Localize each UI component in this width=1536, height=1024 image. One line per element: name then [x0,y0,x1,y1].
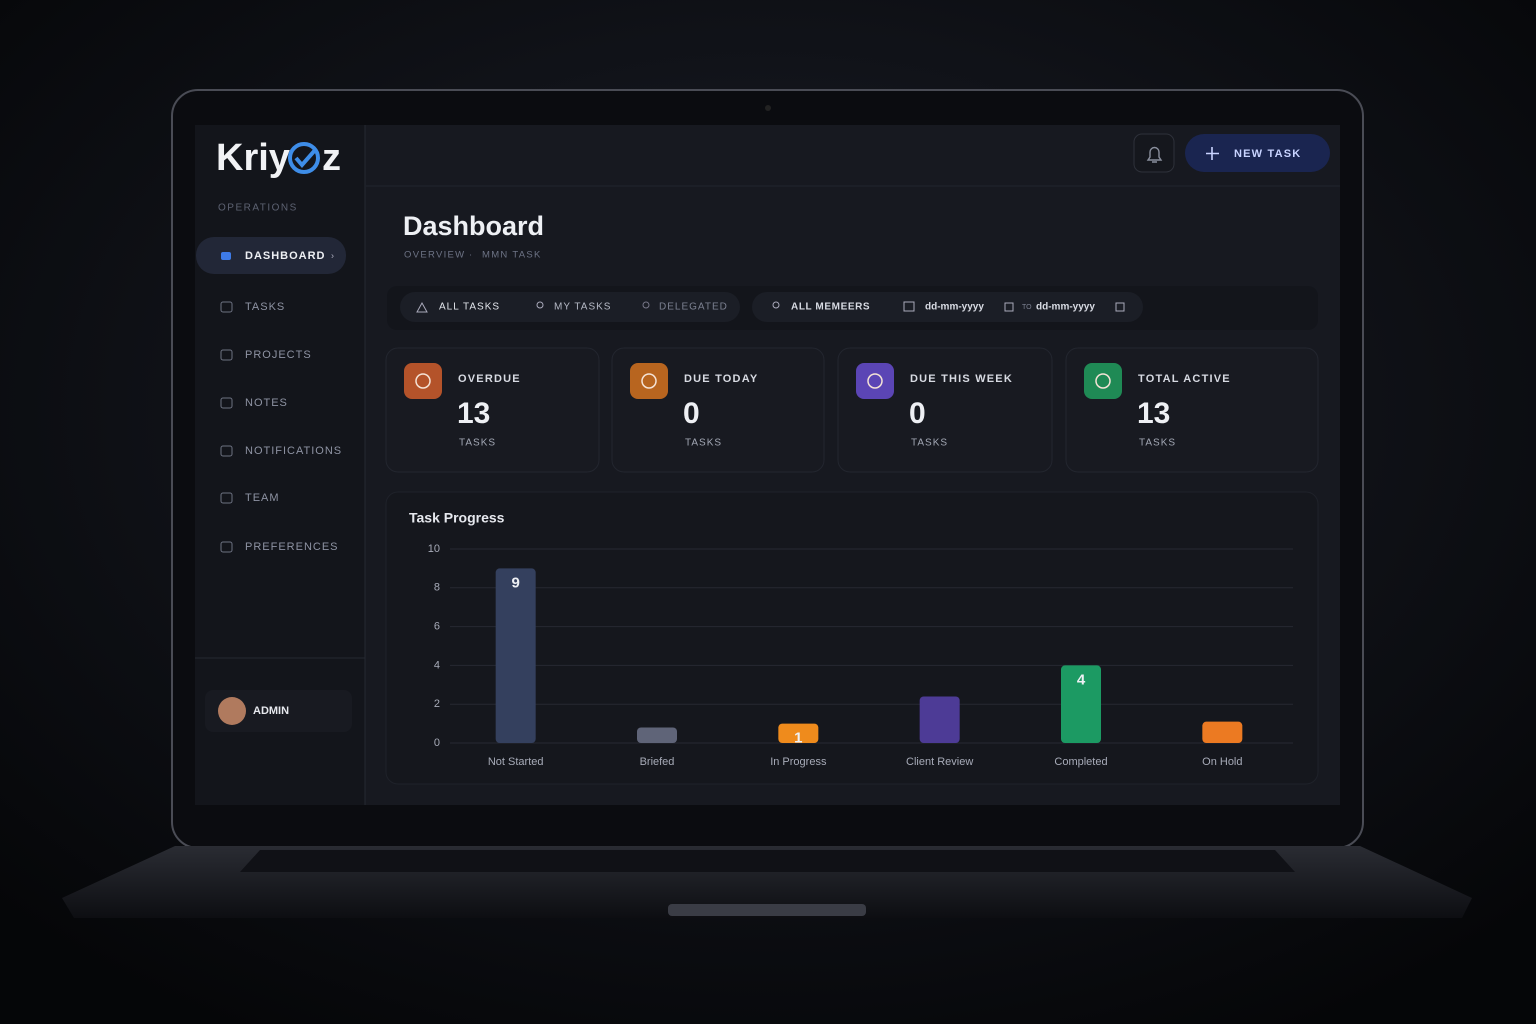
nav-icon [220,541,233,553]
section-label: OPERATIONS [218,203,298,214]
nav-icon [220,445,233,457]
stat-unit: TASKS [911,438,948,449]
stat-label: OVERDUE [458,373,521,385]
stat-unit: TASKS [459,438,496,449]
logo-right: z [322,137,341,179]
stat-icon-glyph [415,373,431,389]
plus-icon [1206,147,1219,160]
chart-title: Task Progress [409,510,505,526]
nav-item[interactable]: PREFERENCES [245,541,339,553]
nav-item[interactable]: NOTES [245,397,288,409]
date-from[interactable]: dd-mm-yyyy [925,302,984,313]
bell-icon [1146,146,1163,163]
stat-unit: TASKS [685,438,722,449]
nav-item[interactable]: TEAM [245,492,280,504]
y-tick-label: 10 [428,543,440,555]
breadcrumb: OVERVIEW [404,250,465,261]
stat-unit: TASKS [1139,438,1176,449]
calendar-icon [903,301,915,312]
tab-icon [536,301,544,309]
nav-icon [220,301,233,313]
tab-icon [416,301,428,313]
new-task-button[interactable] [1185,134,1330,172]
nav-item[interactable]: DASHBOARD [245,250,326,262]
tab[interactable]: ALL TASKS [439,302,500,313]
bar [1061,665,1101,743]
stat-icon [856,363,894,399]
member-icon [772,301,780,309]
nav-item[interactable]: NOTIFICATIONS [245,445,342,457]
keyboard [240,850,1295,872]
date-icon [1004,302,1014,312]
x-tick-label: Briefed [640,756,675,768]
stat-icon [630,363,668,399]
bar [919,696,960,743]
camera [765,105,771,111]
user-name: ADMIN [253,705,289,717]
stat-value: 0 [909,397,926,430]
user-box[interactable] [205,690,352,732]
notch [668,904,866,916]
nav-item[interactable]: TASKS [245,301,285,313]
date-to-label: TO [1022,304,1032,311]
bell-button[interactable] [1133,133,1175,173]
new-task-label: NEW TASK [1234,148,1301,160]
stat-label: TOTAL ACTIVE [1138,373,1231,385]
nav-icon [220,397,233,409]
y-tick-label: 8 [434,582,440,594]
logo-check [288,142,320,174]
x-tick-label: Completed [1054,756,1107,768]
stat-value: 13 [1137,397,1170,430]
bar [495,568,536,743]
page-title: Dashboard [403,211,544,241]
stat-value: 13 [457,397,490,430]
member-group [752,292,1143,322]
y-tick-label: 6 [434,621,440,633]
stat-icon [404,363,442,399]
stat-icon-glyph [641,373,657,389]
breadcrumb-separator: · [469,250,472,261]
logo-left: Kriy [216,137,290,179]
stat-icon-glyph [1095,373,1111,389]
stat-label: DUE THIS WEEK [910,373,1013,385]
bar [778,723,819,743]
y-tick-label: 2 [434,698,440,710]
avatar [218,697,246,725]
stat-value: 0 [683,397,700,430]
breadcrumb: MMN TASK [482,250,542,261]
stat-label: DUE TODAY [684,373,758,385]
stat-icon [1084,363,1122,399]
nav-active[interactable] [196,237,346,274]
nav-icon [221,252,231,260]
bar [637,727,677,743]
bar-label: 1 [794,730,802,747]
bar-label: 9 [511,574,519,591]
x-tick-label: Not Started [488,756,544,768]
logo-tick [294,147,318,169]
tab-group [400,292,740,322]
tab[interactable]: MY TASKS [554,302,611,313]
tab-icon [642,301,650,309]
stat-card [1065,347,1319,473]
y-tick-label: 0 [434,737,440,749]
nav-chevron: › [331,250,334,260]
date-icon [1115,302,1125,312]
x-tick-label: In Progress [770,756,827,768]
x-tick-label: On Hold [1202,756,1242,768]
date-to[interactable]: dd-mm-yyyy [1036,302,1095,313]
x-tick-label: Client Review [906,756,973,768]
stat-icon-glyph [867,373,883,389]
nav-icon [220,349,233,361]
tab[interactable]: DELEGATED [659,302,728,313]
bar-label: 4 [1077,671,1086,688]
bar [1202,721,1243,743]
y-tick-label: 4 [434,659,440,671]
nav-item[interactable]: PROJECTS [245,349,312,361]
nav-icon [220,492,233,504]
member-filter[interactable]: ALL MEMEERS [791,302,870,313]
